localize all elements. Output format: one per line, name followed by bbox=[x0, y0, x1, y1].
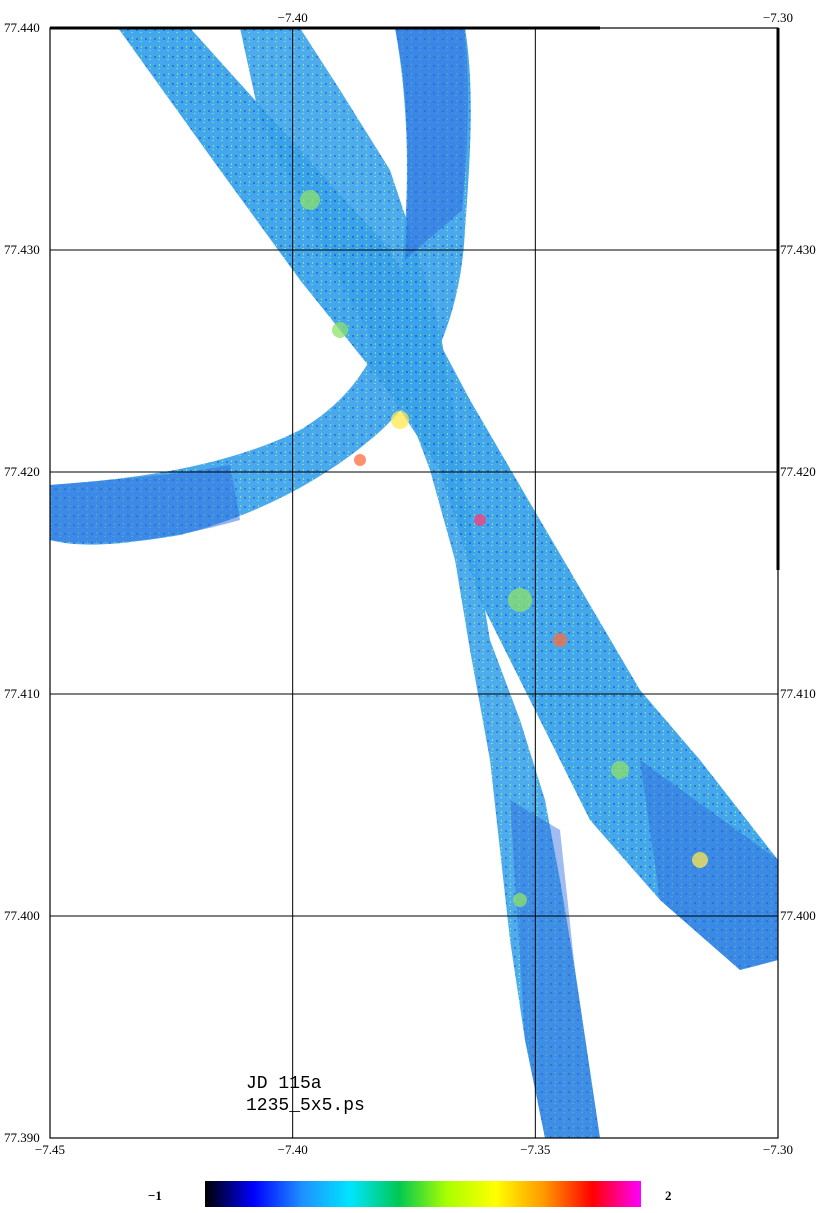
y-tick-label-left: 77.420 bbox=[4, 464, 40, 479]
y-tick-label-right: 77.420 bbox=[780, 464, 816, 479]
swath-track-a bbox=[118, 28, 778, 970]
y-tick-label-left: 77.430 bbox=[4, 242, 40, 257]
swath-track-b bbox=[50, 28, 471, 545]
colorbar bbox=[205, 1181, 641, 1207]
colorbar-max-label: 2 bbox=[665, 1188, 672, 1203]
hotspot-cluster bbox=[300, 190, 708, 907]
y-tick-label-left: 77.440 bbox=[4, 20, 40, 35]
y-tick-label-right: 77.430 bbox=[780, 242, 816, 257]
colorbar-min-label: −1 bbox=[148, 1188, 162, 1203]
x-tick-label-top: −7.40 bbox=[278, 10, 308, 25]
x-tick-label-bottom: −7.35 bbox=[520, 1142, 550, 1157]
x-tick-label-bottom: −7.45 bbox=[35, 1142, 65, 1157]
dataset-label-day: JD 115a bbox=[246, 1074, 322, 1094]
y-tick-label-left: 77.390 bbox=[4, 1130, 40, 1145]
x-tick-label-top: −7.30 bbox=[763, 10, 793, 25]
x-tick-label-bottom: −7.30 bbox=[763, 1142, 793, 1157]
y-tick-label-right: 77.410 bbox=[780, 686, 816, 701]
axis-tick-labels: −7.45 −7.40 −7.35 −7.30 −7.40 −7.30 77.440 77.4… bbox=[4, 10, 816, 1157]
y-tick-label-left: 77.410 bbox=[4, 686, 40, 701]
x-tick-label-bottom: −7.40 bbox=[278, 1142, 308, 1157]
swath-layer bbox=[50, 28, 778, 1138]
y-tick-label-left: 77.400 bbox=[4, 908, 40, 923]
y-tick-label-right: 77.400 bbox=[780, 908, 816, 923]
swath-track-c bbox=[240, 28, 600, 1138]
dataset-label-file: 1235_5x5.ps bbox=[246, 1096, 365, 1116]
